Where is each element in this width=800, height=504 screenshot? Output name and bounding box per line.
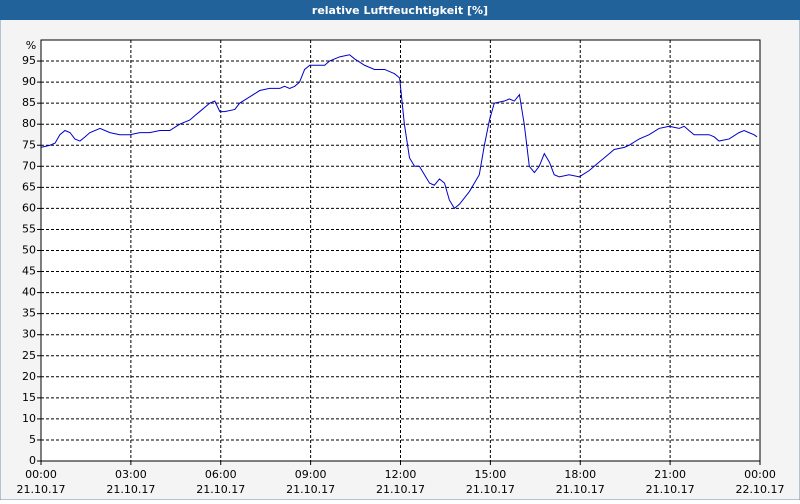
y-tick-label: 5: [29, 433, 36, 446]
x-tick-label: 00:00: [744, 468, 776, 481]
x-tick-label: 12:00: [385, 468, 417, 481]
y-tick-label: 80: [22, 117, 36, 130]
y-tick-label: 65: [22, 180, 36, 193]
y-tick-label: 55: [22, 222, 36, 235]
x-tick-label: 00:00: [25, 468, 57, 481]
x-tick-label: 21.10.17: [196, 483, 245, 496]
y-tick-label: 45: [22, 265, 36, 278]
x-tick-label: 18:00: [564, 468, 596, 481]
x-tick-label: 09:00: [295, 468, 327, 481]
x-tick-label: 22.10.17: [736, 483, 785, 496]
y-tick-label: 40: [22, 286, 36, 299]
y-axis-label: %: [26, 39, 36, 52]
y-tick-label: 20: [22, 370, 36, 383]
x-tick-label: 21:00: [654, 468, 686, 481]
y-tick-label: 95: [22, 54, 36, 67]
x-tick-label: 21.10.17: [376, 483, 425, 496]
y-tick-label: 10: [22, 412, 36, 425]
y-tick-label: 25: [22, 349, 36, 362]
x-tick-label: 21.10.17: [106, 483, 155, 496]
title-bar: [0, 0, 800, 20]
y-tick-label: 35: [22, 307, 36, 320]
x-tick-label: 21.10.17: [17, 483, 66, 496]
y-tick-label: 15: [22, 391, 36, 404]
y-tick-label: 30: [22, 328, 36, 341]
x-tick-label: 21.10.17: [556, 483, 605, 496]
x-tick-label: 03:00: [115, 468, 147, 481]
y-tick-label: 85: [22, 96, 36, 109]
y-tick-label: 50: [22, 244, 36, 257]
y-tick-label: 70: [22, 159, 36, 172]
data-line: [40, 54, 758, 210]
x-tick-label: 21.10.17: [466, 483, 515, 496]
y-tick-label: 90: [22, 75, 36, 88]
y-tick-label: 0: [29, 454, 36, 467]
y-tick-label: 60: [22, 201, 36, 214]
chart-title: relative Luftfeuchtigkeit [%]: [312, 4, 488, 17]
x-tick-label: 06:00: [205, 468, 237, 481]
x-tick-label: 15:00: [475, 468, 507, 481]
x-tick-label: 21.10.17: [286, 483, 335, 496]
x-tick-label: 21.10.17: [646, 483, 695, 496]
y-tick-label: 75: [22, 138, 36, 151]
